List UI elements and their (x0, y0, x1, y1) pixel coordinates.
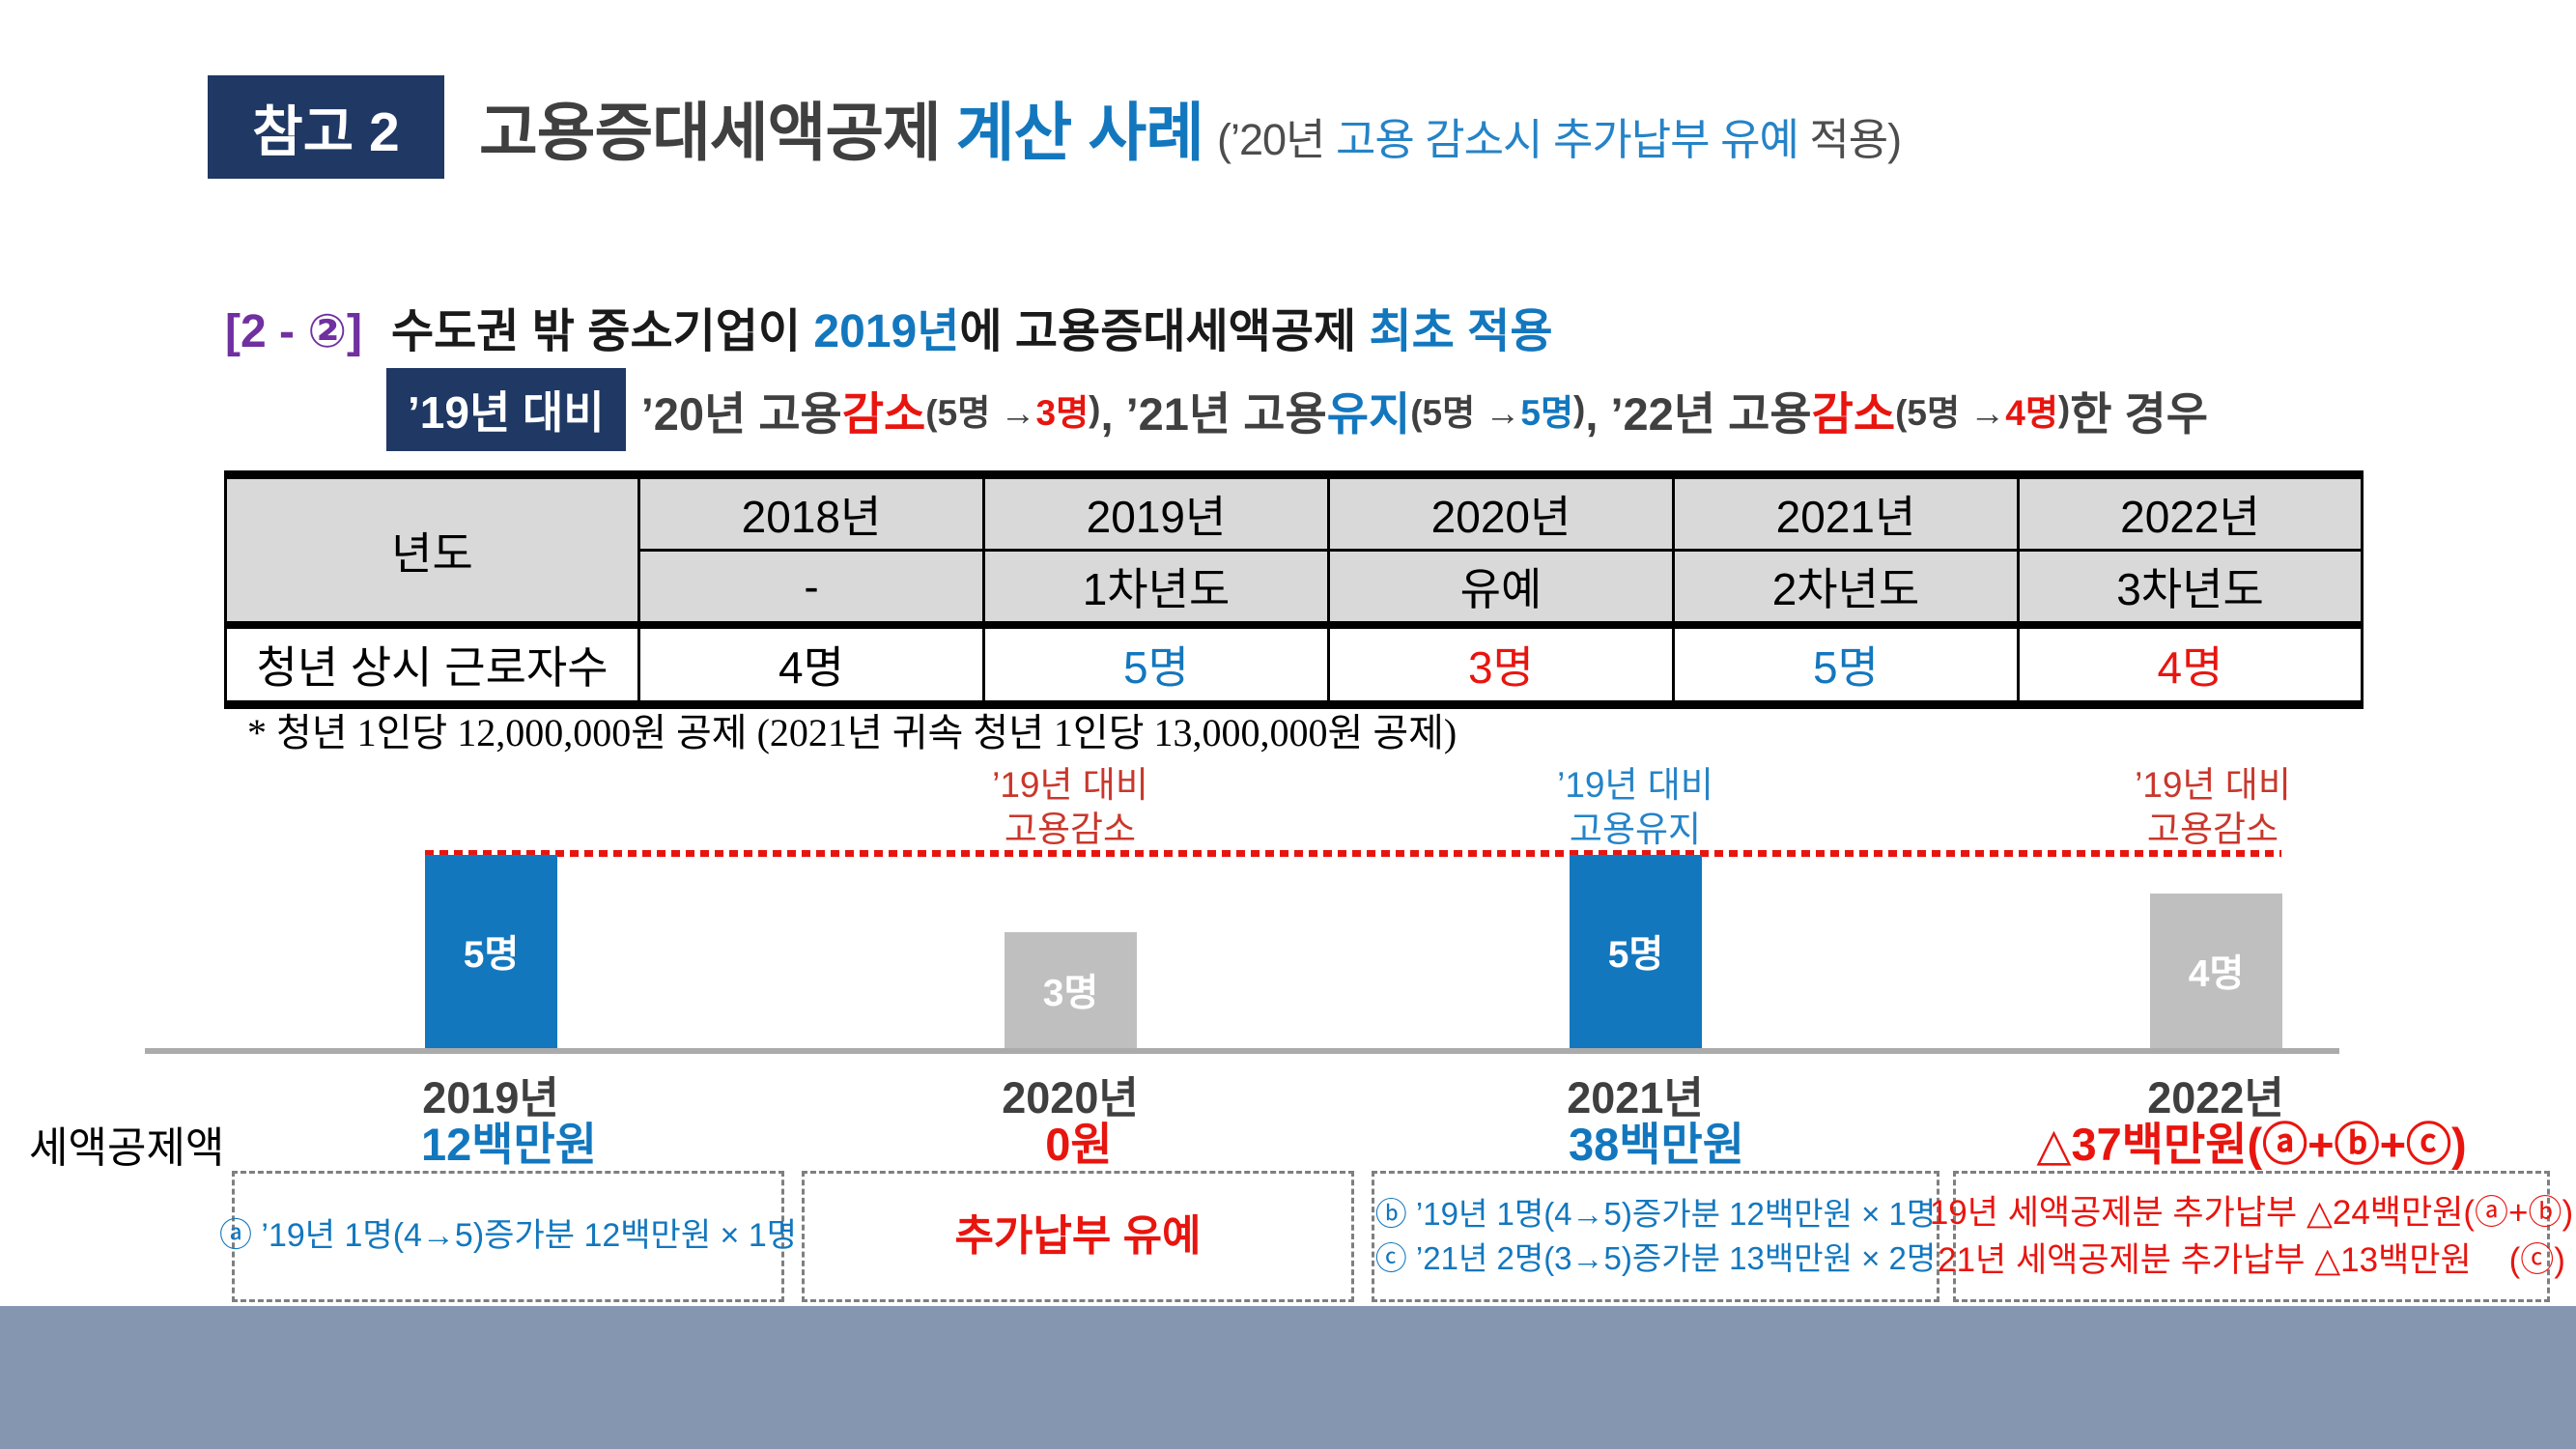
x-axis-label-2020: 2020년 (1002, 1073, 1139, 1122)
x-axis-label-2022: 2022년 (2147, 1073, 2284, 1122)
credit-detail-box-2019: ⓐ ’19년 1명(4→5)증가분 12백만원 × 1명 (219, 1171, 797, 1302)
bar-value-label: 3명 (1042, 973, 1099, 1014)
bar-value-label: 5명 (1607, 934, 1664, 976)
table-stage-cell: 1차년도 (982, 549, 1330, 627)
page-title: 고용증대세액공제 계산 사례 (’20년 고용 감소시 추가납부 유예 적용) (479, 81, 1902, 174)
title-accent: 계산 사례 (955, 97, 1204, 168)
bar-value-label: 5명 (463, 934, 520, 976)
credit-row-label: 세액공제액 (29, 1124, 225, 1172)
title-main: 고용증대세액공제 (479, 97, 942, 168)
table-value-cell: 4명 (2017, 621, 2364, 706)
reference-dotted-line (425, 850, 2281, 857)
table-stage-cell: 유예 (1327, 549, 1675, 627)
table-stage-cell: - (637, 549, 985, 627)
credit-value-2022: △37백만원(ⓐ+ⓑ+ⓒ) (2036, 1119, 2467, 1170)
title-subtitle: (’20년 고용 감소시 추가납부 유예 적용) (1216, 115, 1902, 164)
credit-detail-box-2021: ⓑ ’19년 1명(4→5)증가분 12백만원 × 1명 ⓒ ’21년 2명(3→… (1372, 1171, 1939, 1302)
bar-value-label: 4명 (2188, 953, 2245, 995)
x-axis-label-2019: 2019년 (422, 1073, 559, 1122)
bar-2020: 3명 (1005, 932, 1137, 1048)
year-comparison-table: 년도 2018년 2019년 2020년 2021년 2022년 - 1차년도 … (224, 470, 2364, 709)
bar-2019: 5명 (425, 855, 557, 1048)
table-data-row: 청년 상시 근로자수 4명 5명 3명 5명 4명 (224, 621, 2364, 706)
footnote: * 청년 1인당 12,000,000원 공제 (2021년 귀속 청년 1인당… (247, 711, 1458, 754)
table-year-cell: 2021년 (1672, 473, 2020, 552)
x-axis-line (145, 1048, 2339, 1054)
chart-annotation-2020: ’19년 대비 고용감소 (992, 765, 1148, 850)
bottom-band (0, 1306, 2576, 1449)
table-stage-cell: 3차년도 (2017, 549, 2364, 627)
credit-value-2021: 38백만원 (1569, 1119, 1744, 1170)
table-value-cell: 5명 (982, 621, 1330, 706)
table-stage-cell: 2차년도 (1672, 549, 2020, 627)
chart-annotation-2021: ’19년 대비 고용유지 (1557, 765, 1713, 850)
slide-badge: 참고 2 (208, 75, 444, 179)
table-value-cell: 4명 (637, 621, 985, 706)
table-year-row: 년도 2018년 2019년 2020년 2021년 2022년 (224, 473, 2364, 627)
case-condition-badge: ’19년 대비 (386, 368, 626, 451)
bar-2022: 4명 (2150, 894, 2282, 1048)
bar-2021: 5명 (1570, 855, 1702, 1048)
table-year-cell: 2018년 (637, 473, 985, 552)
table-year-cell: 2019년 (982, 473, 1330, 552)
table-year-cell: 2022년 (2017, 473, 2364, 552)
case-index: [2 - ②] (225, 306, 362, 357)
credit-detail-box-2020: 추가납부 유예 (802, 1171, 1354, 1302)
credit-detail-box-2022: 19년 세액공제분 추가납부 △24백만원(ⓐ+ⓑ) 21년 세액공제분 추가납부… (1930, 1171, 2573, 1302)
table-value-cell: 3명 (1327, 621, 1675, 706)
credit-value-2019: 12백만원 (421, 1119, 597, 1170)
x-axis-label-2021: 2021년 (1567, 1073, 1704, 1122)
case-condition-line: ’19년 대비 ’20년 고용 감소 (5명 → 3명), ’21년 고용 유지(… (386, 368, 2208, 451)
table-year-cell: 2020년 (1327, 473, 1675, 552)
table-value-cell: 5명 (1672, 621, 2020, 706)
credit-value-2020: 0원 (1045, 1119, 1113, 1170)
table-row-label: 청년 상시 근로자수 (224, 621, 640, 706)
table-corner-header: 년도 (224, 473, 640, 627)
case-heading: [2 - ②] 수도권 밖 중소기업이 2019년에 고용증대세액공제 최초 적용 (225, 306, 1553, 357)
table-stage-row: - 1차년도 유예 2차년도 3차년도 (226, 549, 2364, 627)
chart-annotation-2022: ’19년 대비 고용감소 (2135, 765, 2291, 850)
